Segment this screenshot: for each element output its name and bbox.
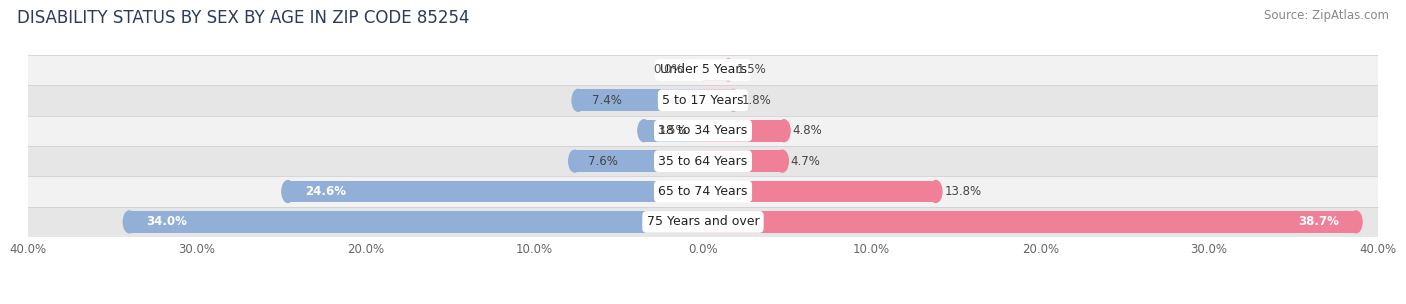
Bar xyxy=(703,150,782,172)
Text: 7.4%: 7.4% xyxy=(592,94,621,107)
Text: 5 to 17 Years: 5 to 17 Years xyxy=(662,94,744,107)
Text: 4.7%: 4.7% xyxy=(790,155,821,168)
Circle shape xyxy=(776,150,789,172)
Bar xyxy=(703,120,785,142)
Bar xyxy=(28,146,1378,176)
Circle shape xyxy=(723,59,734,81)
Text: 1.8%: 1.8% xyxy=(742,94,772,107)
Bar xyxy=(28,55,1378,85)
Text: 7.6%: 7.6% xyxy=(588,155,619,168)
Circle shape xyxy=(568,150,581,172)
Circle shape xyxy=(778,120,790,142)
Text: 18 to 34 Years: 18 to 34 Years xyxy=(658,124,748,137)
Text: Source: ZipAtlas.com: Source: ZipAtlas.com xyxy=(1264,9,1389,22)
Text: 38.7%: 38.7% xyxy=(1298,216,1339,228)
Legend: Male, Female: Male, Female xyxy=(636,303,770,304)
Bar xyxy=(28,85,1378,116)
Text: 75 Years and over: 75 Years and over xyxy=(647,216,759,228)
Bar xyxy=(578,89,703,111)
Bar xyxy=(703,181,936,202)
Circle shape xyxy=(929,181,942,202)
Text: 24.6%: 24.6% xyxy=(305,185,346,198)
Text: Under 5 Years: Under 5 Years xyxy=(659,64,747,76)
Circle shape xyxy=(124,211,135,233)
Circle shape xyxy=(281,181,294,202)
Bar xyxy=(703,89,734,111)
Bar xyxy=(575,150,703,172)
Text: 0.0%: 0.0% xyxy=(654,64,683,76)
Text: 65 to 74 Years: 65 to 74 Years xyxy=(658,185,748,198)
Text: 35 to 64 Years: 35 to 64 Years xyxy=(658,155,748,168)
Text: 4.8%: 4.8% xyxy=(793,124,823,137)
Bar xyxy=(28,116,1378,146)
Bar xyxy=(703,59,728,81)
Circle shape xyxy=(572,89,585,111)
Text: 3.5%: 3.5% xyxy=(658,124,688,137)
Text: DISABILITY STATUS BY SEX BY AGE IN ZIP CODE 85254: DISABILITY STATUS BY SEX BY AGE IN ZIP C… xyxy=(17,9,470,27)
Text: 13.8%: 13.8% xyxy=(945,185,981,198)
Bar xyxy=(644,120,703,142)
Circle shape xyxy=(1350,211,1362,233)
Bar xyxy=(28,176,1378,207)
Bar xyxy=(28,207,1378,237)
Circle shape xyxy=(638,120,650,142)
Bar xyxy=(703,211,1355,233)
Bar xyxy=(288,181,703,202)
Circle shape xyxy=(727,89,740,111)
Text: 34.0%: 34.0% xyxy=(146,216,187,228)
Text: 1.5%: 1.5% xyxy=(737,64,766,76)
Bar xyxy=(129,211,703,233)
